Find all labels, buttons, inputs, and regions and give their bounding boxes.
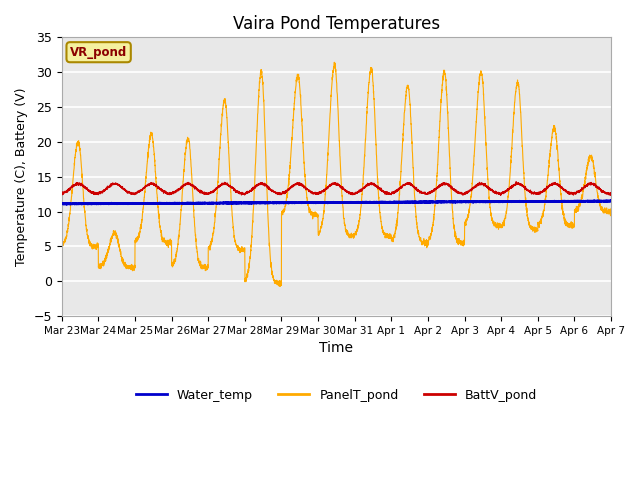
Legend: Water_temp, PanelT_pond, BattV_pond: Water_temp, PanelT_pond, BattV_pond [131, 384, 542, 407]
Title: Vaira Pond Temperatures: Vaira Pond Temperatures [233, 15, 440, 33]
Text: VR_pond: VR_pond [70, 46, 127, 59]
X-axis label: Time: Time [319, 341, 353, 355]
Y-axis label: Temperature (C), Battery (V): Temperature (C), Battery (V) [15, 87, 28, 266]
